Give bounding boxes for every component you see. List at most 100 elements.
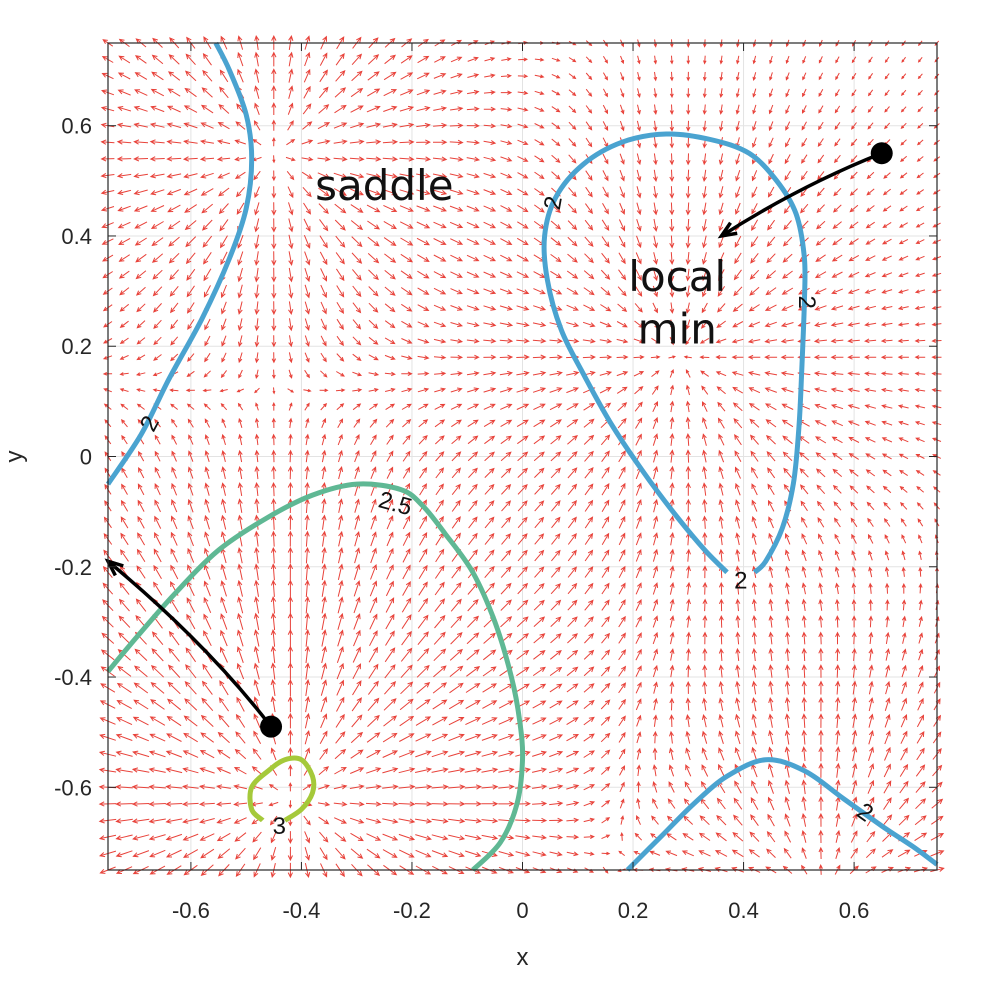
quiver-arrow: [818, 762, 824, 778]
quiver-arrow: [916, 502, 924, 510]
quiver-arrow: [851, 813, 858, 827]
quiver-arrow: [765, 419, 777, 428]
quiver-arrow: [449, 156, 464, 162]
quiver-arrow: [271, 186, 277, 199]
quiver-arrow: [254, 579, 260, 597]
quiver-arrow: [751, 219, 759, 231]
quiver-arrow: [566, 784, 580, 790]
quiver-arrow: [618, 698, 626, 710]
quiver-arrow: [271, 51, 277, 67]
quiver-arrow: [716, 320, 726, 328]
quiver-arrow: [383, 189, 398, 196]
quiver-arrow: [801, 746, 807, 762]
quiver-arrow: [304, 695, 311, 713]
quiver-arrow: [702, 186, 708, 199]
quiver-arrow: [618, 549, 626, 562]
quiver-arrow: [367, 220, 381, 230]
quiver-arrow: [669, 416, 675, 430]
quiver-arrow: [336, 285, 345, 298]
quiver-arrow: [551, 106, 561, 113]
quiver-arrow: [235, 731, 246, 744]
quiver-arrow: [417, 254, 430, 262]
quiver-arrow: [702, 465, 708, 480]
quiver-arrow: [370, 466, 377, 479]
quiver-arrow: [154, 531, 162, 546]
quiver-arrow: [302, 103, 312, 115]
quiver-arrow: [818, 105, 824, 114]
quiver-arrow: [618, 615, 626, 628]
quiver-arrow: [618, 599, 626, 611]
quiver-arrow: [584, 632, 594, 644]
quiver-arrow: [702, 285, 708, 298]
quiver-arrow: [354, 498, 360, 513]
quiver-arrow: [384, 54, 397, 65]
quiver-arrow: [451, 451, 462, 462]
quiver-arrow: [915, 798, 927, 810]
quiver-arrow: [620, 815, 625, 825]
quiver-arrow: [187, 515, 194, 530]
quiver-arrow: [149, 849, 166, 858]
quiver-arrow: [637, 55, 641, 65]
quiver-arrow: [718, 763, 725, 777]
quiver-arrow: [465, 850, 482, 858]
quiver-arrow: [149, 716, 166, 726]
quiver-arrow: [832, 484, 842, 494]
quiver-arrow: [149, 733, 166, 742]
quiver-arrow: [166, 715, 182, 727]
quiver-arrow: [434, 387, 447, 393]
quiver-arrow: [466, 123, 480, 129]
quiver-arrow: [635, 681, 642, 694]
quiver-arrow: [186, 370, 195, 377]
quiver-arrow: [134, 665, 148, 678]
quiver-arrow: [652, 780, 658, 793]
quiver-arrow: [468, 549, 478, 562]
quiver-arrow: [133, 205, 148, 212]
quiver-arrow: [321, 514, 327, 530]
quiver-arrow: [600, 286, 611, 296]
quiver-arrow: [449, 205, 464, 212]
quiver-arrow: [731, 354, 744, 360]
quiver-arrow: [168, 236, 180, 247]
quiver-arrow: [702, 631, 708, 645]
quiver-arrow: [288, 318, 294, 332]
quiver-arrow: [201, 203, 214, 214]
quiver-arrow: [818, 812, 824, 827]
quiver-arrow: [768, 88, 774, 98]
quiver-arrow: [237, 335, 243, 348]
quiver-arrow: [901, 632, 907, 644]
quiver-arrow: [167, 664, 181, 678]
quiver-arrow: [549, 717, 563, 725]
quiver-arrow: [669, 664, 675, 678]
quiver-arrow: [200, 732, 214, 743]
quiver-arrow: [153, 564, 162, 579]
quiver-arrow: [516, 338, 530, 344]
quiver-arrow: [271, 137, 276, 147]
quiver-arrow: [601, 834, 611, 840]
quiver-arrow: [350, 731, 364, 744]
quiver-arrow: [900, 89, 907, 97]
quiver-arrow: [567, 434, 578, 445]
quiver-arrow: [602, 137, 609, 148]
quiver-arrow: [652, 598, 659, 612]
quiver-arrow: [271, 202, 277, 216]
quiver-arrow: [653, 153, 658, 166]
quiver-arrow: [386, 466, 394, 479]
quiver-arrow: [652, 302, 658, 314]
quiver-arrow: [337, 418, 344, 428]
quiver-arrow: [767, 796, 775, 811]
quiver-arrow: [718, 186, 724, 199]
quiver-arrow: [584, 483, 594, 496]
quiver-arrow: [234, 139, 246, 145]
quiver-arrow: [669, 218, 675, 233]
quiver-arrow: [532, 338, 547, 344]
quiver-arrow: [149, 156, 165, 162]
quiver-arrow: [450, 387, 463, 393]
quiver-arrow: [769, 55, 773, 65]
quiver-arrow: [271, 301, 277, 316]
quiver-arrow: [400, 89, 414, 96]
quiver-arrow: [851, 89, 857, 97]
quiver-arrow: [253, 170, 261, 181]
quiver-arrow: [916, 189, 924, 195]
quiver-arrow: [433, 355, 447, 360]
quiver-arrow: [133, 105, 148, 112]
